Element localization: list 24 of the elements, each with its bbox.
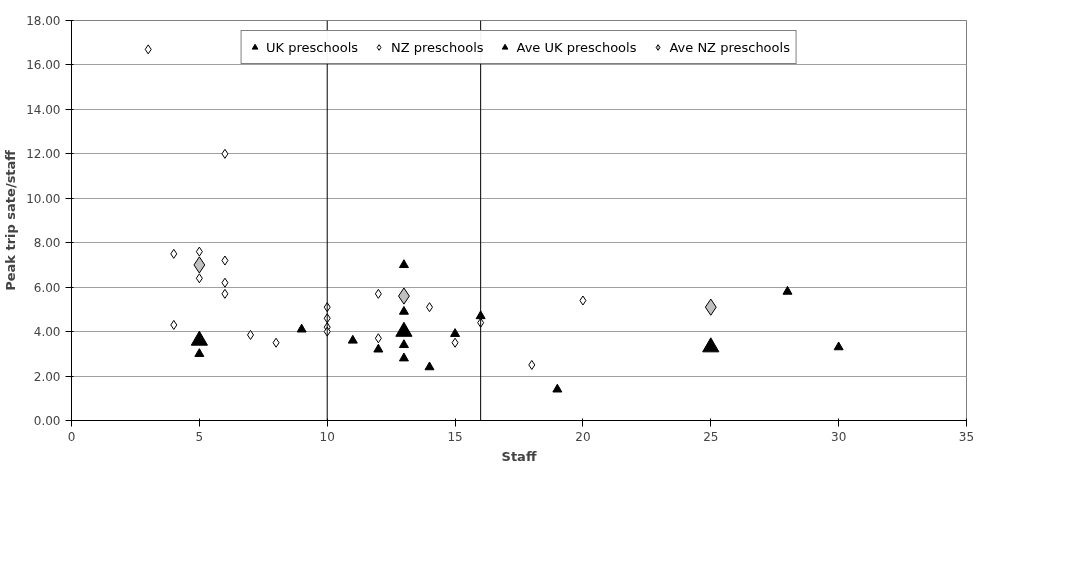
x-tick-label: 20: [575, 429, 591, 444]
y-tick-label: 2.00: [33, 369, 61, 384]
x-tick-label: 5: [195, 429, 204, 444]
legend-label: Ave UK preschools: [516, 39, 637, 55]
x-tick-label: 25: [703, 429, 719, 444]
y-tick-label: 6.00: [33, 280, 61, 295]
legend-label: Ave NZ preschools: [669, 39, 790, 55]
legend-label: UK preschools: [266, 39, 359, 55]
y-tick-label: 18.00: [26, 14, 61, 28]
x-axis-title: Staff: [501, 448, 537, 464]
x-tick-label: 10: [319, 429, 335, 444]
y-tick-label: 0.00: [33, 414, 61, 428]
x-tick-label: 0: [67, 429, 76, 444]
y-tick-label: 4.00: [33, 325, 61, 340]
y-tick-label: 16.00: [26, 58, 61, 73]
y-tick-label: 12.00: [26, 147, 61, 162]
y-tick-label: 14.00: [26, 102, 61, 117]
y-tick-label: 8.00: [33, 236, 61, 251]
x-tick-label: 35: [958, 429, 975, 444]
legend-label: NZ preschools: [391, 39, 484, 55]
x-tick-label: 30: [831, 429, 847, 444]
x-tick-label: 15: [447, 429, 463, 444]
y-axis-title: Peak trip sate/staff: [3, 149, 19, 291]
y-tick-label: 10.00: [26, 191, 61, 206]
